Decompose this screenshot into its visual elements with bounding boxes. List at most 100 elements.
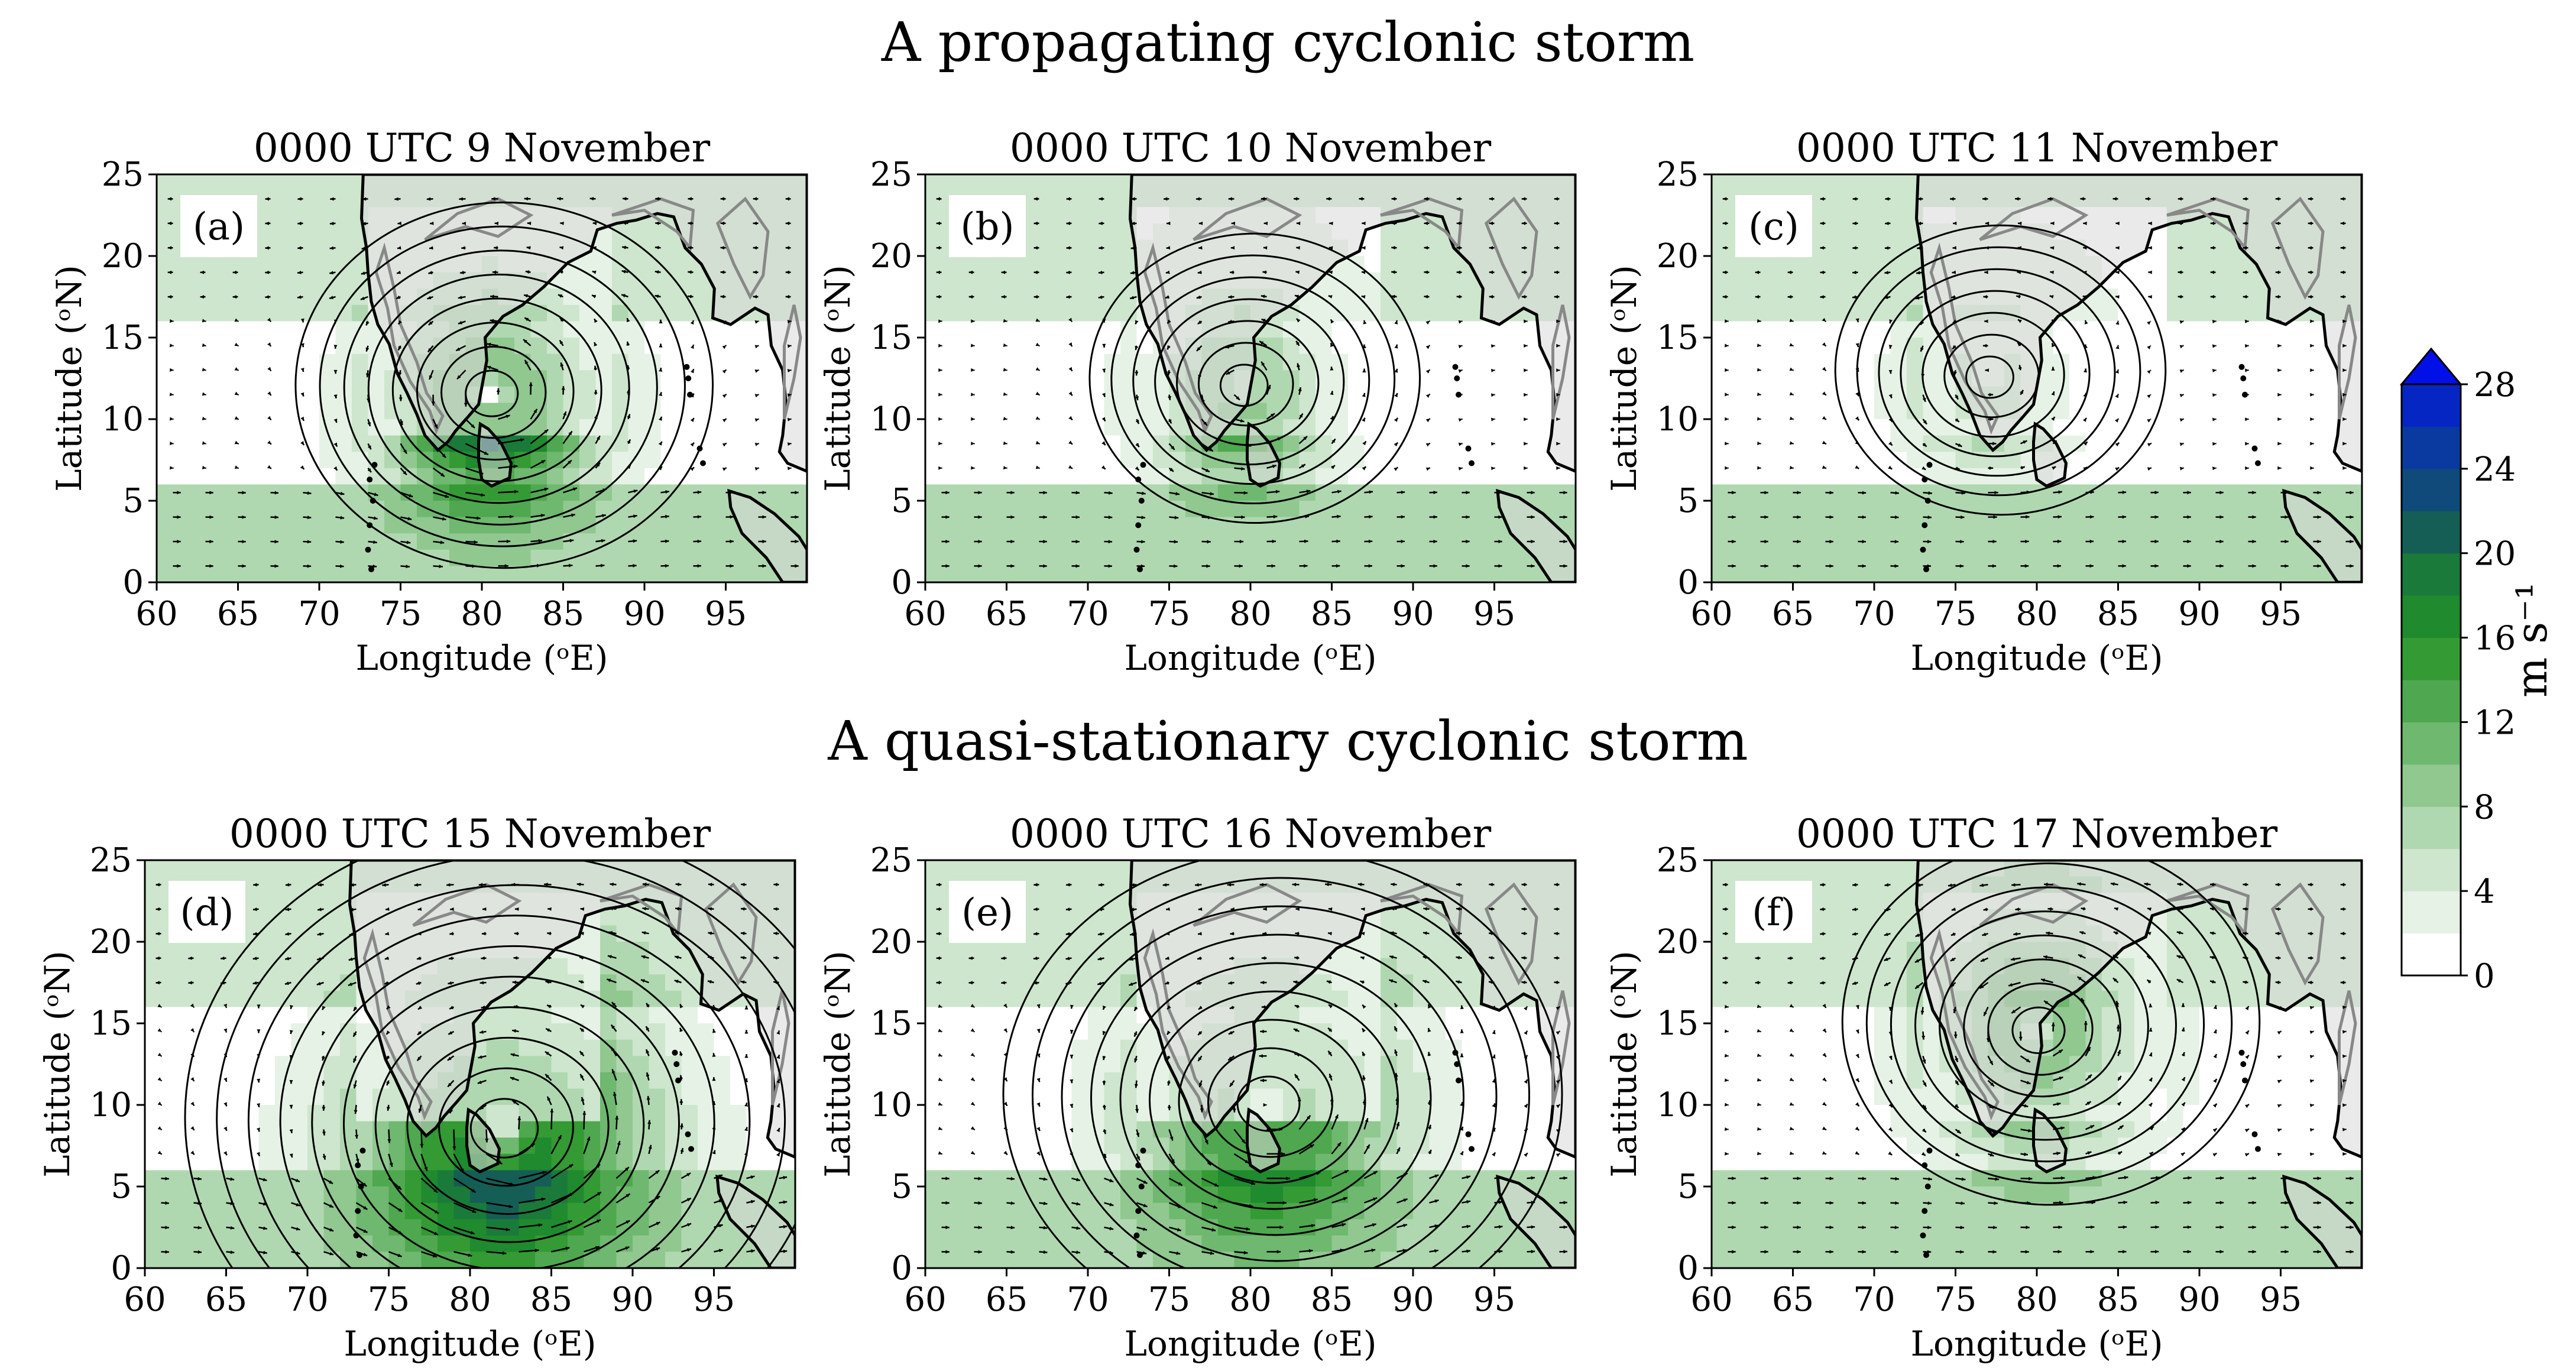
wind-speed-cell (1023, 272, 1040, 289)
wind-vector-head (1043, 540, 1047, 544)
wind-speed-cell (319, 484, 336, 501)
map-content (1712, 174, 2362, 582)
wind-vector-head (524, 294, 528, 298)
wind-speed-cell (1939, 435, 1956, 452)
wind-speed-cell (2248, 304, 2265, 322)
wind-vector-head (753, 221, 757, 225)
wind-speed-cell (693, 452, 710, 469)
x-axis-label: Longitude (ᵒE) (356, 638, 608, 678)
wind-vector-head (1033, 246, 1038, 250)
wind-vector-head (209, 540, 213, 544)
wind-speed-cell (1429, 272, 1446, 289)
wind-vector-head (945, 491, 950, 495)
wind-vector-head (506, 539, 511, 543)
wind-speed-cell (1988, 517, 2005, 534)
wind-speed-cell (1023, 468, 1040, 485)
wind-speed-cell (498, 354, 515, 371)
wind-vector-head (2147, 443, 2151, 447)
wind-speed-cell (1939, 549, 1956, 566)
wind-speed-cell (1413, 452, 1430, 469)
wind-vector-head (2023, 440, 2027, 444)
wind-speed-cell (1478, 484, 1495, 501)
wind-vector-head (1271, 564, 1275, 568)
wind-vector-head (1922, 443, 1927, 447)
wind-vector-head (1563, 515, 1567, 519)
wind-speed-cell (2215, 468, 2232, 485)
wind-speed-cell (1744, 370, 1761, 387)
wind-vector-head (622, 221, 627, 225)
wind-vector-head (938, 393, 942, 397)
wind-speed-cell (2183, 321, 2200, 338)
wind-speed-cell (303, 256, 320, 273)
wind-speed-cell (1939, 468, 1956, 485)
wind-speed-cell (433, 452, 450, 469)
wind-speed-cell (287, 517, 304, 534)
wind-speed-cell (2232, 468, 2249, 485)
wind-speed-cell (157, 468, 174, 485)
wind-speed-cell (287, 174, 304, 192)
wind-vector-head (1198, 221, 1203, 225)
wind-vector-head (633, 539, 637, 543)
wind-vector-head (561, 386, 565, 390)
wind-vector-head (938, 343, 942, 348)
wind-vector-head (1401, 515, 1405, 519)
wind-vector-head (1920, 347, 1924, 352)
wind-speed-cell (1728, 354, 1745, 371)
wind-vector-head (1764, 515, 1768, 519)
wind-speed-cell (1283, 338, 1300, 355)
wind-vector-head (1489, 197, 1493, 201)
wind-vector-head (2252, 515, 2256, 519)
wind-speed-cell (270, 223, 287, 240)
wind-speed-cell (1462, 566, 1479, 582)
wind-speed-cell (1793, 272, 1810, 289)
wind-vector-head (1862, 564, 1866, 568)
wind-speed-cell (400, 549, 417, 566)
wind-speed-cell (514, 403, 532, 420)
wind-vector-head (200, 295, 204, 299)
wind-speed-cell (1955, 452, 1972, 469)
wind-speed-cell (433, 566, 450, 582)
wind-vector-head (1822, 317, 1826, 322)
wind-vector-head (2122, 564, 2126, 568)
wind-vector-head (398, 397, 403, 401)
wind-vector-head (602, 514, 606, 518)
wind-vector-head (1491, 442, 1495, 446)
wind-speed-cell (1429, 468, 1446, 485)
wind-speed-cell (335, 256, 352, 273)
wind-speed-cell (1793, 549, 1810, 566)
wind-vector-head (1992, 540, 1997, 543)
wind-vector-head (265, 246, 269, 250)
wind-vector-head (1167, 345, 1171, 350)
wind-speed-cell (1364, 501, 1381, 518)
wind-speed-cell (1396, 256, 1414, 273)
wind-vector-head (170, 368, 174, 372)
wind-vector-head (2252, 539, 2256, 543)
wind-vector-head (1491, 344, 1495, 348)
wind-vector-head (340, 564, 344, 568)
wind-vector-head (2245, 417, 2249, 422)
wind-vector-head (1359, 197, 1363, 201)
wind-speed-cell (1071, 207, 1088, 224)
wind-speed-cell (1348, 386, 1365, 403)
wind-speed-cell (1055, 304, 1072, 322)
x-tick-label: 90 (623, 595, 665, 633)
wind-vector-head (2277, 442, 2282, 446)
panel-title: 0000 UTC 9 November (254, 125, 711, 171)
wind-speed-cell (1413, 256, 1430, 273)
wind-speed-cell (238, 272, 255, 289)
wind-speed-cell (1728, 174, 1745, 192)
wind-speed-cell (157, 549, 174, 566)
wind-speed-cell (1039, 386, 1056, 403)
wind-vector-head (209, 491, 213, 495)
wind-vector-head (1043, 491, 1047, 495)
wind-speed-cell (974, 419, 991, 436)
wind-speed-cell (1071, 452, 1088, 469)
wind-speed-cell (1201, 517, 1219, 534)
wind-speed-cell (1955, 566, 1972, 582)
wind-speed-cell (238, 256, 255, 273)
wind-speed-cell (238, 517, 255, 534)
wind-speed-cell (1712, 272, 1729, 289)
wind-speed-cell (1413, 321, 1430, 338)
